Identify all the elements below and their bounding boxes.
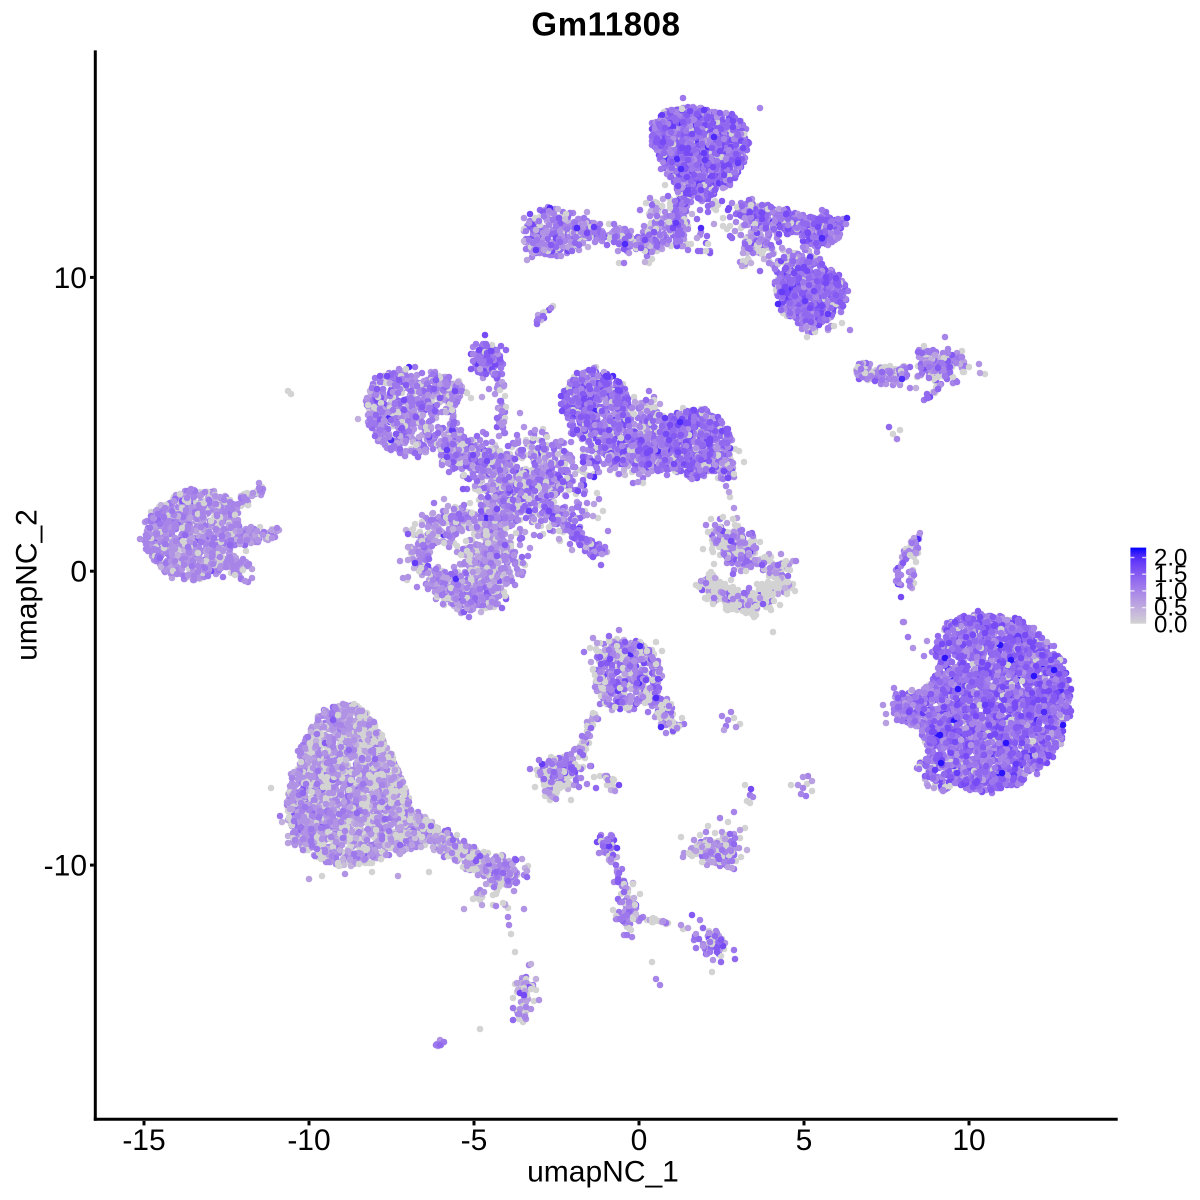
svg-text:0: 0 bbox=[631, 1124, 648, 1157]
svg-text:2.0: 2.0 bbox=[1154, 545, 1187, 572]
svg-text:-5: -5 bbox=[461, 1124, 488, 1157]
svg-text:5: 5 bbox=[796, 1124, 813, 1157]
svg-text:-15: -15 bbox=[122, 1124, 165, 1157]
svg-text:1.5: 1.5 bbox=[1154, 561, 1187, 588]
svg-text:umapNC_1: umapNC_1 bbox=[527, 1156, 679, 1189]
svg-text:1.0: 1.0 bbox=[1154, 578, 1187, 605]
svg-text:0: 0 bbox=[70, 556, 87, 589]
svg-text:Gm11808: Gm11808 bbox=[531, 5, 680, 42]
svg-text:-10: -10 bbox=[287, 1124, 330, 1157]
svg-text:10: 10 bbox=[952, 1124, 985, 1157]
svg-text:10: 10 bbox=[54, 262, 87, 295]
svg-text:0.5: 0.5 bbox=[1154, 595, 1187, 622]
svg-text:0.0: 0.0 bbox=[1154, 611, 1187, 638]
svg-text:umapNC_2: umapNC_2 bbox=[11, 509, 44, 661]
svg-text:-10: -10 bbox=[44, 850, 87, 883]
